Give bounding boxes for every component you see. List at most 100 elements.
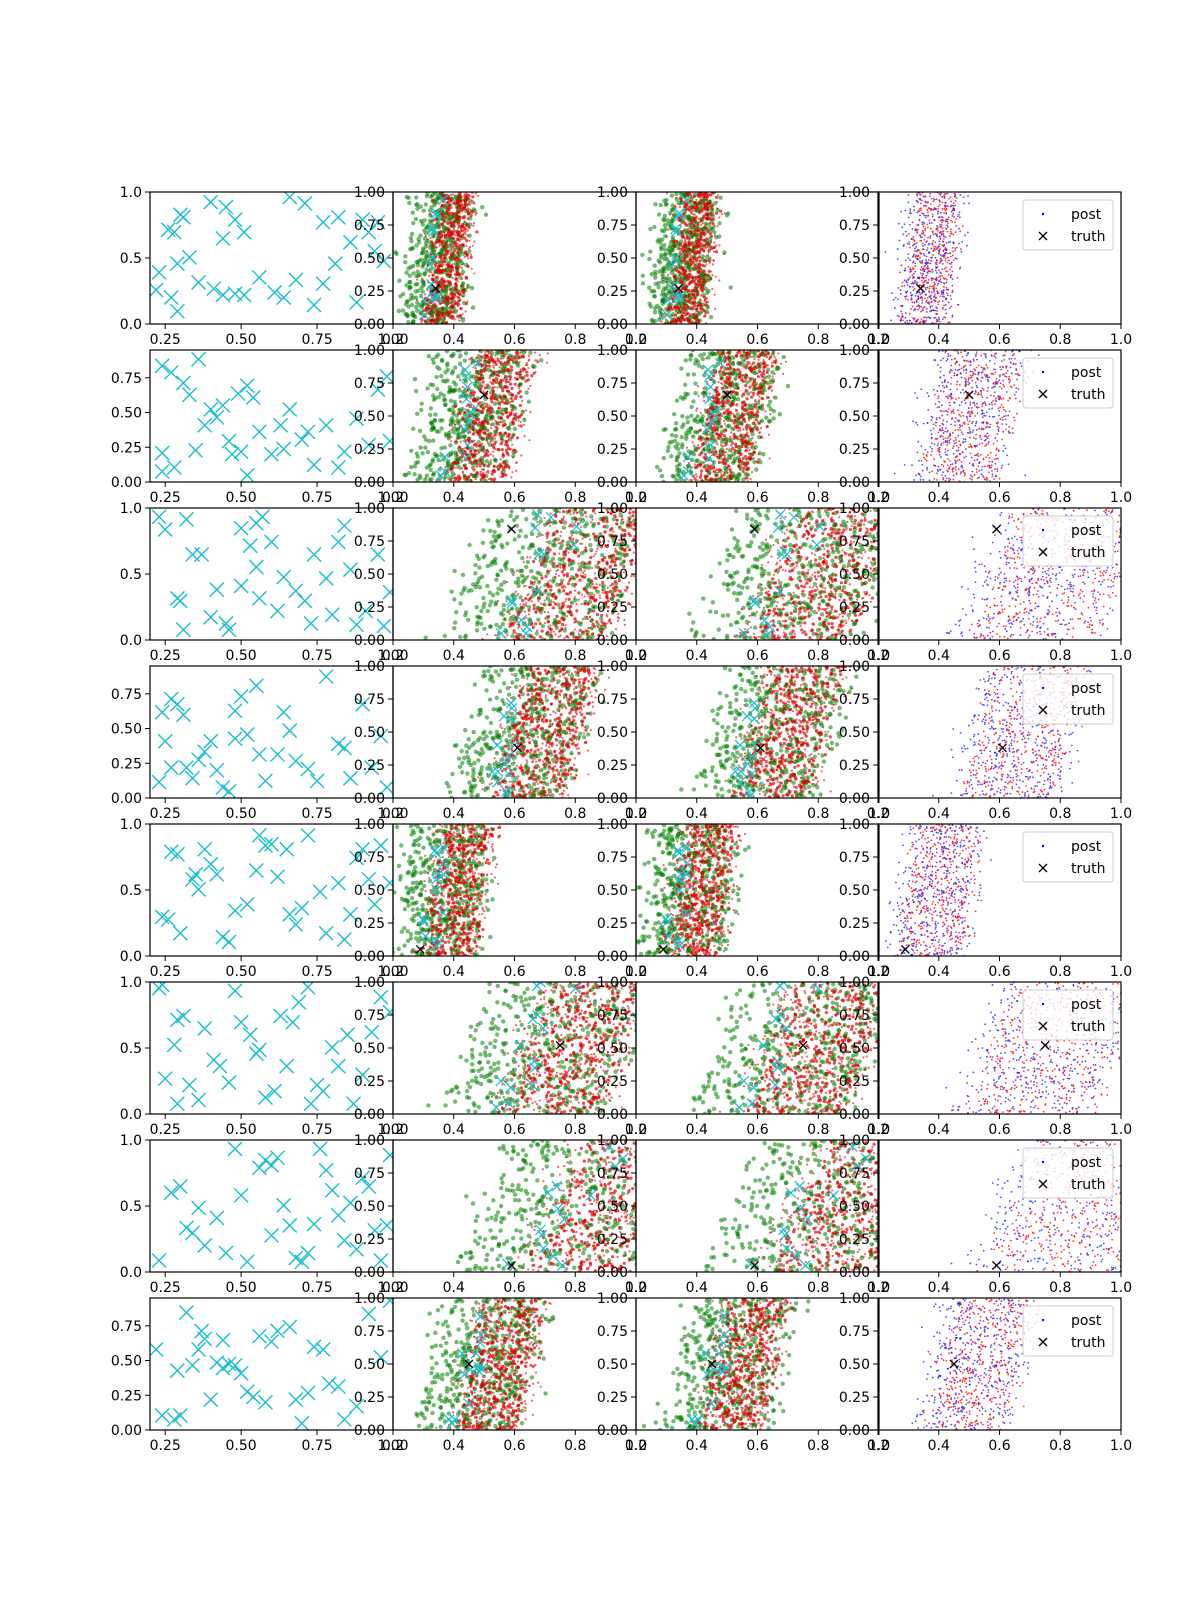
post-red bbox=[950, 228, 952, 231]
post-red bbox=[921, 212, 924, 214]
red-sample bbox=[704, 212, 709, 216]
post-red bbox=[907, 265, 910, 268]
post-blue bbox=[917, 295, 920, 298]
post-blue bbox=[944, 236, 947, 239]
green-sample bbox=[433, 412, 438, 417]
green-sample bbox=[403, 472, 408, 478]
green-sample bbox=[406, 470, 412, 476]
design-point bbox=[264, 446, 279, 462]
green-sample bbox=[408, 296, 413, 302]
post-blue bbox=[945, 251, 948, 254]
post-red bbox=[911, 268, 913, 271]
post-red bbox=[932, 288, 935, 290]
red-sample bbox=[518, 389, 522, 394]
post-red bbox=[942, 230, 945, 233]
post-blue bbox=[906, 290, 909, 293]
red-sample bbox=[696, 224, 700, 228]
design-point bbox=[376, 253, 392, 269]
post-red bbox=[924, 268, 927, 271]
post-red bbox=[919, 193, 922, 196]
red-sample bbox=[479, 368, 484, 373]
red-sample bbox=[715, 244, 718, 247]
post-red bbox=[920, 318, 923, 321]
post-red bbox=[927, 215, 929, 217]
red-sample bbox=[450, 244, 454, 249]
red-sample bbox=[480, 448, 484, 452]
x-tick-label: 0.8 bbox=[1049, 332, 1071, 348]
red-sample bbox=[445, 233, 449, 237]
red-sample bbox=[689, 262, 693, 266]
red-sample bbox=[669, 305, 673, 309]
red-sample bbox=[689, 306, 694, 310]
green-sample bbox=[712, 230, 717, 235]
red-sample bbox=[466, 209, 470, 213]
red-sample bbox=[492, 464, 496, 468]
post-blue bbox=[966, 244, 968, 247]
y-tick-label: 0.50 bbox=[354, 409, 385, 425]
design-point bbox=[181, 249, 197, 265]
green-sample bbox=[652, 294, 657, 299]
green-sample bbox=[386, 314, 390, 318]
red-sample bbox=[494, 437, 497, 440]
green-sample bbox=[515, 363, 521, 368]
green-sample bbox=[439, 445, 444, 451]
post-red bbox=[945, 247, 948, 250]
design-point bbox=[154, 445, 170, 461]
green-sample bbox=[439, 358, 445, 363]
post-red bbox=[936, 263, 938, 266]
red-sample bbox=[509, 357, 513, 362]
design-point bbox=[300, 424, 316, 440]
post-red bbox=[912, 317, 915, 320]
green-sample bbox=[415, 269, 420, 274]
green-sample bbox=[413, 295, 419, 300]
red-sample bbox=[501, 412, 505, 416]
red-sample bbox=[445, 211, 450, 215]
post-blue bbox=[896, 248, 899, 250]
red-sample bbox=[680, 314, 684, 318]
post-blue bbox=[925, 316, 928, 319]
post-red bbox=[929, 203, 932, 205]
post-blue bbox=[946, 224, 949, 227]
post-red bbox=[911, 244, 914, 247]
red-sample bbox=[504, 473, 508, 477]
design-point bbox=[169, 256, 185, 272]
post-red bbox=[946, 270, 949, 273]
red-sample bbox=[504, 431, 508, 435]
red-sample bbox=[443, 268, 447, 273]
green-sample bbox=[430, 457, 436, 462]
truth-marker bbox=[431, 283, 440, 293]
post-blue bbox=[909, 223, 911, 226]
green-sample bbox=[674, 197, 680, 202]
red-sample bbox=[695, 282, 699, 286]
green-sample bbox=[521, 350, 526, 356]
green-sample bbox=[722, 250, 727, 255]
post-blue bbox=[910, 321, 913, 324]
post-red bbox=[941, 208, 944, 210]
post-red bbox=[938, 252, 941, 254]
post-blue bbox=[935, 276, 938, 279]
red-sample bbox=[695, 293, 699, 297]
post-red bbox=[930, 197, 933, 200]
red-sample bbox=[477, 194, 480, 197]
post-blue bbox=[914, 294, 917, 297]
x-tick-label: 0.4 bbox=[928, 332, 950, 348]
design-overlay bbox=[674, 210, 686, 222]
green-sample bbox=[406, 320, 411, 324]
red-sample bbox=[529, 411, 532, 414]
red-sample bbox=[697, 251, 701, 255]
design-point bbox=[342, 234, 358, 250]
design-point bbox=[306, 297, 322, 313]
post-red bbox=[946, 192, 949, 195]
red-sample bbox=[694, 251, 699, 255]
green-sample bbox=[467, 233, 472, 238]
green-sample bbox=[424, 473, 430, 478]
red-sample bbox=[522, 355, 526, 359]
post-blue bbox=[912, 289, 915, 292]
post-red bbox=[954, 231, 957, 234]
post-red bbox=[955, 258, 958, 260]
red-sample bbox=[498, 365, 501, 369]
y-tick-label: 0.00 bbox=[111, 475, 142, 491]
design-point bbox=[154, 358, 170, 374]
red-sample bbox=[491, 381, 495, 386]
red-sample bbox=[448, 221, 453, 225]
